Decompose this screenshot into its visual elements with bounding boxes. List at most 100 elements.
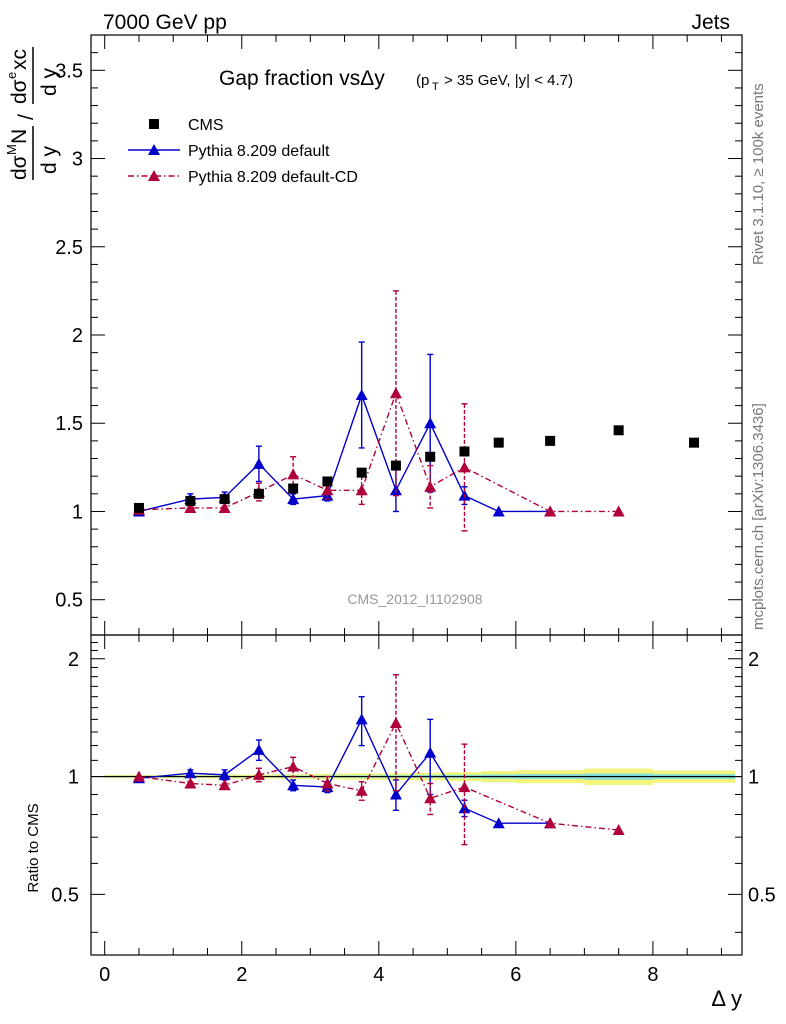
- cms-point: [459, 446, 470, 457]
- ratio-pythia-default-cd-point: [612, 824, 625, 836]
- ratio-pythia-default-point: [218, 768, 231, 780]
- svg-text:M: M: [4, 144, 19, 155]
- cms-point: [390, 460, 401, 471]
- ratio-pythia-default-point: [424, 746, 437, 758]
- pythia-default-point: [252, 457, 265, 469]
- ratio-y-tick-label-right: 2: [748, 649, 759, 671]
- pythia-default-cd-point: [424, 480, 437, 492]
- pythia-default-cd-point: [321, 484, 334, 496]
- svg-text:xc: xc: [8, 49, 31, 70]
- main-y-axis-label: dσ M N d y / dσ e xc d y: [4, 47, 61, 180]
- ratio-frame: [90, 634, 743, 956]
- pythia-default-cd-point: [389, 387, 402, 399]
- rivet-label: Rivet 3.1.10, ≥ 100k events: [750, 83, 767, 265]
- cms-point: [253, 488, 264, 499]
- ratio-y-tick-label: 1: [68, 767, 79, 789]
- y-tick-label: 3: [72, 149, 83, 171]
- ratio-y-tick-label-right: 1: [748, 767, 759, 789]
- pythia-default-cd-point: [612, 505, 625, 517]
- header-right: Jets: [691, 11, 730, 34]
- cms-point: [288, 483, 299, 494]
- ratio-pythia-default-point: [389, 788, 402, 800]
- ratio-pythia-default-point: [252, 743, 265, 755]
- y-tick-label: 2: [72, 325, 83, 347]
- ratio-pythia-default-cd-point: [389, 717, 402, 729]
- y-tick-label: 2.5: [55, 237, 83, 259]
- legend-marker: [148, 170, 160, 181]
- ratio-pythia-default-cd-point: [355, 784, 368, 796]
- legend-marker: [148, 144, 160, 155]
- svg-text:dσ: dσ: [8, 155, 31, 180]
- pythia-default-point: [492, 505, 505, 517]
- svg-text:T: T: [432, 81, 439, 93]
- cms-point: [219, 494, 230, 505]
- x-tick-label: 0: [99, 964, 110, 986]
- ratio-pythia-default-cd-point: [424, 792, 437, 804]
- ratio-pythia-default-point: [287, 779, 300, 791]
- pythia-default-line: [138, 392, 551, 513]
- ratio-pythia-default-cd-point: [287, 760, 300, 772]
- x-tick-label: 6: [510, 964, 521, 986]
- pythia-default-cd-point: [355, 484, 368, 496]
- ratio-pythia-default-cd-point: [132, 770, 145, 782]
- svg-text:> 35 GeV, |y| < 4.7): > 35 GeV, |y| < 4.7): [444, 72, 573, 89]
- cms-point: [185, 495, 196, 506]
- svg-text:(p: (p: [416, 72, 429, 89]
- cms-point: [545, 435, 556, 446]
- svg-text:d y: d y: [38, 145, 61, 174]
- ratio-y-axis-label: Ratio to CMS: [25, 803, 42, 892]
- svg-text:/: /: [15, 114, 38, 120]
- pythia-default-cd-point: [218, 501, 231, 513]
- ratio-pythia-default-cd-point: [544, 817, 557, 829]
- cms-point: [322, 476, 333, 487]
- mcplots-label: mcplots.cern.ch [arXiv:1306.3436]: [750, 403, 767, 630]
- x-tick-label: 8: [647, 964, 658, 986]
- cms-point: [425, 451, 436, 462]
- ratio-pythia-default-cd-point: [218, 779, 231, 791]
- x-axis-label: Δ y: [711, 986, 742, 1011]
- pythia-default-cd-line: [138, 391, 619, 513]
- cms-point: [689, 437, 700, 448]
- svg-text:dσ: dσ: [8, 79, 31, 104]
- main-panel: 0.5 1 1.5 2 2.5 3 3.5: [55, 34, 743, 636]
- ratio-pythia-default-point: [184, 767, 197, 779]
- x-tick-label: 2: [236, 964, 247, 986]
- legend-marker: [149, 119, 159, 129]
- cms-point: [133, 502, 144, 513]
- ratio-pythia-default-cd-point: [321, 777, 334, 789]
- x-tick-label: 4: [373, 964, 384, 986]
- legend-label: Pythia 8.209 default: [188, 143, 330, 160]
- ratio-pythia-default-cd-point: [252, 768, 265, 780]
- y-tick-label: 3.5: [55, 60, 83, 82]
- ratio-pythia-default-line: [138, 717, 551, 824]
- y-tick-label: 0.5: [55, 590, 83, 612]
- pythia-default-point: [287, 493, 300, 505]
- ratio-pythia-default-point: [492, 817, 505, 829]
- ratio-pythia-default-cd-line: [138, 721, 619, 831]
- cms-point: [493, 437, 504, 448]
- ratio-y-tick-label: 2: [68, 649, 79, 671]
- ratio-pythia-default-cd-point: [458, 781, 471, 793]
- svg-text:e: e: [4, 72, 19, 79]
- y-tick-label: 1.5: [55, 413, 83, 435]
- cms-point: [613, 425, 624, 436]
- pythia-default-cd-point: [287, 468, 300, 480]
- pythia-default-cd-point: [184, 501, 197, 513]
- pythia-default-cd-point: [544, 505, 557, 517]
- svg-text:N: N: [8, 129, 31, 144]
- pythia-default-point: [355, 389, 368, 400]
- legend-label: Pythia 8.209 default-CD: [188, 169, 358, 186]
- ratio-y-tick-label: 0.5: [51, 884, 79, 906]
- y-tick-label: 1: [72, 501, 83, 523]
- svg-text:d y: d y: [38, 67, 61, 96]
- cms-point: [356, 467, 367, 478]
- legend: CMS Pythia 8.209 default Pythia 8.209 defa…: [128, 117, 358, 186]
- analysis-watermark: CMS_2012_I1102908: [347, 591, 482, 607]
- header-left: 7000 GeV pp: [103, 11, 227, 34]
- chart-title: Gap fraction vsΔy: [219, 67, 385, 90]
- pythia-default-point: [424, 417, 437, 429]
- ratio-panel: 0 2 4 6 8 0.5 0.5 1 1 2 2: [51, 634, 776, 986]
- ratio-y-tick-label-right: 0.5: [748, 884, 776, 906]
- ratio-pythia-default-point: [355, 713, 368, 725]
